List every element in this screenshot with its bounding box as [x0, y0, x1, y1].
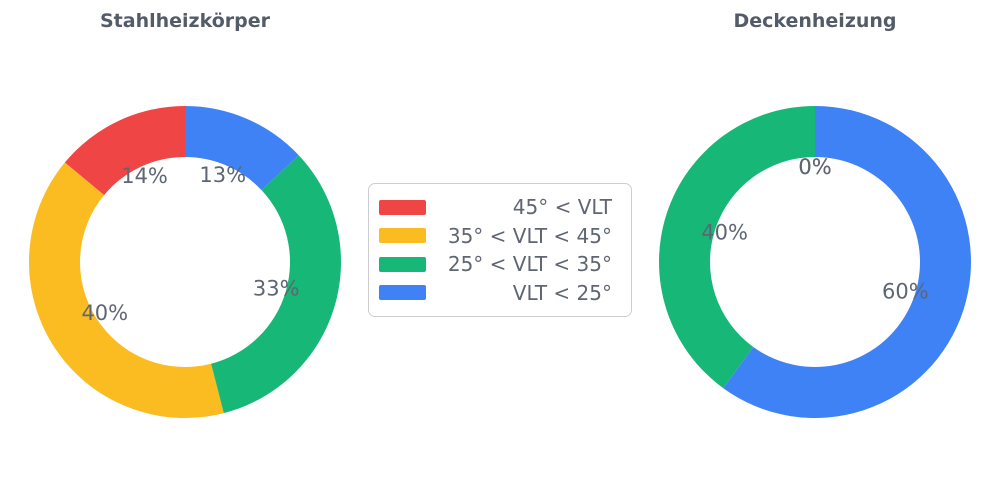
percent-label: 60% — [882, 279, 929, 303]
percent-label: 0% — [798, 155, 831, 179]
legend-label: 35° < VLT < 45° — [447, 223, 612, 248]
donut-slice-2 — [211, 155, 342, 414]
chart-title-stahlheizkoerper: Stahlheizkörper — [99, 10, 271, 32]
chart-deckenheizung: Deckenheizung 0% 0% 40% 60% — [630, 0, 1000, 500]
percent-label: 33% — [253, 277, 300, 301]
legend-label: 45° < VLT — [512, 195, 612, 219]
legend-label: VLT < 25° — [512, 280, 612, 305]
legend-swatch-red — [379, 199, 426, 215]
legend-item-45-lt-vlt: 45° < VLT — [379, 193, 621, 221]
donut-chart-stahlheizkoerper: 14% 40% 33% 13% — [28, 106, 342, 419]
percent-label: 0% — [798, 155, 831, 179]
percent-label: 40% — [81, 301, 128, 325]
donut-slice-1 — [28, 162, 224, 419]
percent-label: 40% — [701, 221, 748, 245]
donut-slice-2 — [658, 106, 815, 389]
legend-item-vlt-lt-25: VLT < 25° — [379, 279, 621, 307]
donut-chart-deckenheizung: 0%0%40%60% — [658, 106, 971, 419]
legend-swatch-yellow — [379, 228, 426, 244]
donut-slice-3 — [185, 106, 299, 191]
legend-item-25-35: 25° < VLT < 35° — [379, 250, 621, 278]
donut-slice-3 — [723, 106, 971, 419]
legend-swatch-green — [379, 256, 426, 272]
percent-label: 14% — [121, 164, 168, 188]
chart-stahlheizkoerper: Stahlheizkörper 14% 40% 33% 13% — [0, 0, 370, 500]
legend-swatch-blue — [379, 285, 426, 301]
donut-slice-0 — [64, 106, 185, 196]
chart-title-deckenheizung: Deckenheizung — [733, 10, 897, 32]
legend-label: 25° < VLT < 35° — [447, 252, 612, 277]
percent-label: 13% — [199, 163, 246, 187]
legend-box: 45° < VLT 35° < VLT < 45° 25° < VLT < 35… — [368, 183, 632, 317]
legend-item-35-45: 35° < VLT < 45° — [379, 222, 621, 250]
